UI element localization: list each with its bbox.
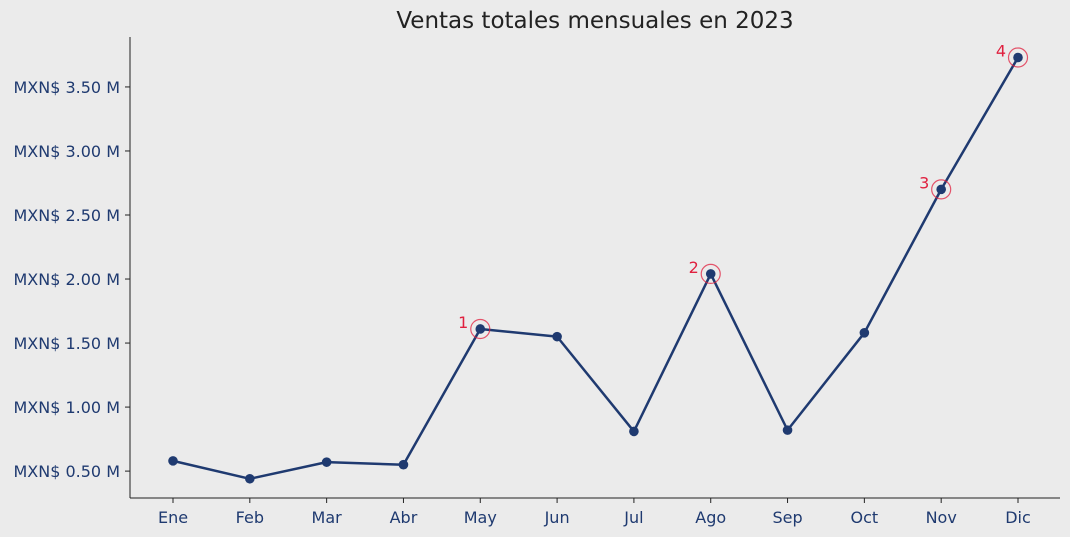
chart-title: Ventas totales mensuales en 2023: [396, 8, 793, 34]
x-tick-label: Abr: [390, 508, 418, 527]
y-tick-label: MXN$ 3.00 M: [13, 142, 120, 161]
annotation-ring: [700, 263, 721, 285]
data-point: [552, 331, 562, 342]
data-point: [629, 426, 639, 437]
x-tick-label: May: [464, 508, 497, 527]
data-point: [859, 328, 870, 338]
annotation-label: 4: [996, 41, 1006, 60]
x-tick-label: Dic: [1005, 508, 1031, 527]
y-axis-ticks: MXN$ 0.50 M MXN$ 1.00 M MXN$ 1.50 M MXN$ 2.…: [13, 78, 130, 481]
data-point: [475, 324, 486, 334]
series-group: [168, 52, 1023, 484]
y-tick-label: MXN$ 1.50 M: [13, 334, 120, 353]
data-point: [398, 459, 409, 470]
y-tick-label: MXN$ 0.50 M: [13, 462, 120, 481]
x-tick-label: Ene: [158, 508, 188, 527]
annotation-ring: [931, 179, 952, 200]
data-point: [1013, 52, 1023, 63]
y-tick-label: MXN$ 3.50 M: [13, 78, 120, 97]
y-tick-label: MXN$ 1.00 M: [13, 398, 120, 417]
x-tick-label: Nov: [926, 508, 957, 527]
x-tick-label: Jul: [623, 508, 643, 527]
data-point: [936, 184, 946, 195]
data-point: [705, 269, 716, 279]
x-tick-label: Ago: [695, 508, 726, 527]
x-axis-ticks: Ene Feb Mar Abr May Jun Jul Ago Sep Oct Nov Dic: [158, 498, 1031, 527]
x-tick-label: Mar: [312, 508, 343, 527]
data-point: [782, 425, 793, 435]
annotations-group: 1 2 3 4: [458, 41, 1029, 340]
x-tick-label: Jun: [544, 508, 570, 527]
y-tick-label: MXN$ 2.50 M: [13, 206, 120, 225]
annotation-label: 1: [458, 313, 468, 332]
annotation-label: 2: [689, 258, 699, 277]
data-point: [245, 473, 255, 484]
annotation-label: 3: [919, 173, 929, 192]
annotation-ring: [470, 318, 491, 340]
series-line: [172, 56, 1020, 481]
x-tick-label: Oct: [851, 508, 879, 527]
annotation-ring: [1007, 47, 1029, 68]
x-tick-label: Sep: [772, 508, 802, 527]
x-tick-label: Feb: [236, 508, 264, 527]
data-point: [321, 457, 332, 467]
data-point: [168, 456, 178, 466]
y-tick-label: MXN$ 2.00 M: [13, 270, 120, 289]
